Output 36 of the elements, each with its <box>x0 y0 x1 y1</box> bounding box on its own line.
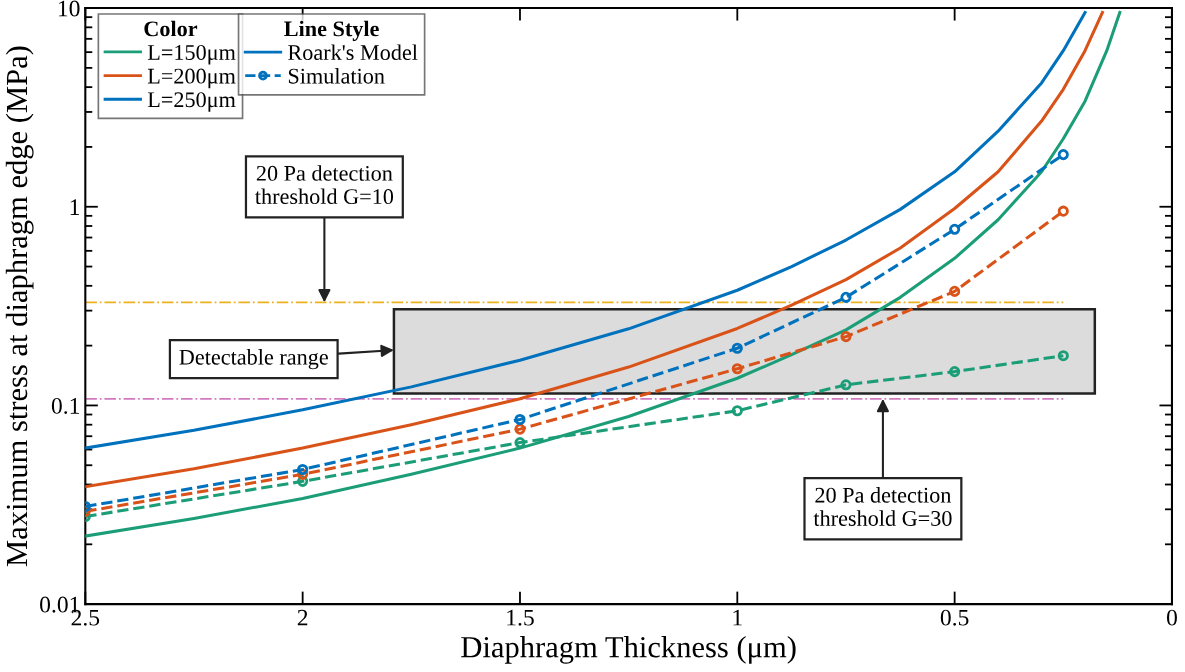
y-tick-label: 1 <box>70 199 80 215</box>
x-tick-label: 2 <box>297 609 308 626</box>
point <box>1057 350 1069 362</box>
point <box>514 413 526 426</box>
y-tick-label: 10 <box>58 0 80 17</box>
legend-label: L=250μm <box>147 92 236 112</box>
point <box>840 331 852 343</box>
annotation: Roark's Model <box>288 44 418 61</box>
point <box>949 285 961 297</box>
point <box>949 366 961 378</box>
point <box>1057 205 1069 217</box>
annotation: Line Style <box>284 20 379 41</box>
x-axis-title: Diaphragm Thickness (μm) <box>461 635 796 664</box>
point <box>840 291 852 303</box>
annotation: 20 Pa detection threshold G=30 <box>813 487 952 526</box>
annotation: 20 Pa detection threshold G=10 <box>255 165 394 205</box>
x-tick-label: 0.5 <box>940 609 969 626</box>
point <box>514 437 526 449</box>
legend-label: L=200μm <box>147 68 236 89</box>
annotation: Detectable range <box>179 349 328 370</box>
point <box>297 463 309 476</box>
legend-label: L=150μm <box>147 44 236 65</box>
annotation: Simulation <box>288 68 385 84</box>
y-tick-label: 0.1 <box>51 397 80 414</box>
point <box>731 363 743 375</box>
legend-title: Color <box>144 20 198 37</box>
point <box>731 342 743 354</box>
x-tick-label: 1 <box>733 609 742 626</box>
point <box>514 423 526 435</box>
point <box>840 379 852 391</box>
x-tick-label: 0 <box>1166 609 1177 626</box>
x-tick-label: 1.5 <box>507 609 534 626</box>
point <box>1057 149 1069 161</box>
point <box>731 405 743 417</box>
point <box>949 223 961 235</box>
y-axis-title: Maximum stress at diaphragm edge (MPa) <box>5 46 34 567</box>
